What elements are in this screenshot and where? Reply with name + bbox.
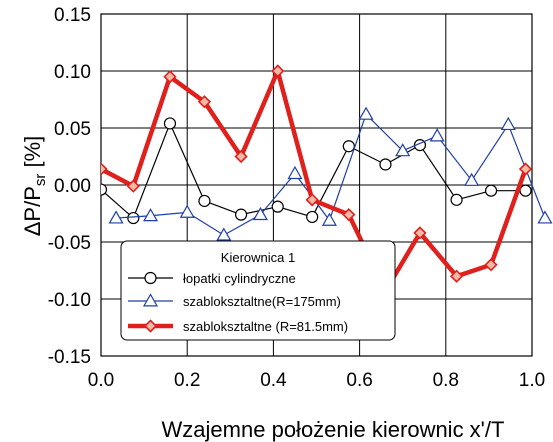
legend: Kierownica 1 łopatki cylindryczne szablok… [120, 240, 396, 341]
y-axis-label: ΔP/Psr [%] [20, 136, 49, 237]
data-point [500, 116, 516, 131]
data-point [429, 128, 445, 142]
legend-label: szabloksztaltne(R=175mm) [183, 294, 341, 309]
y-axis-label-group: ΔP/Psr [%] [20, 136, 49, 237]
data-point [395, 143, 411, 157]
data-point [126, 179, 140, 193]
series-2 [108, 106, 553, 241]
x-tick-label: 0.6 [346, 370, 372, 391]
data-point [271, 200, 284, 213]
data-point [450, 193, 463, 206]
y-tick-label: 0.15 [54, 5, 91, 26]
data-point [537, 210, 553, 224]
data-point [108, 210, 124, 224]
legend-box [120, 240, 396, 341]
x-tick-label: 0.4 [260, 370, 287, 391]
y-axis-label-unit: [%] [20, 136, 45, 174]
data-point [413, 226, 427, 240]
data-point [163, 117, 177, 130]
data-point [179, 204, 195, 218]
data-point [519, 184, 532, 197]
data-point [271, 64, 285, 78]
x-axis-label: Wzajemne położenie kierownic x'/T [162, 417, 505, 442]
x-tick-label: 0.2 [174, 370, 200, 391]
data-point [101, 162, 108, 176]
x-tick-labels: 0.0 0.2 0.4 0.6 0.8 1.0 [88, 370, 545, 391]
series-layer [101, 64, 553, 298]
data-point [379, 158, 392, 171]
y-tick-label: -0.10 [48, 290, 91, 311]
data-point [197, 95, 212, 109]
legend-marker [143, 319, 158, 333]
y-axis-label-main: ΔP/P [20, 186, 45, 236]
data-point [342, 208, 356, 222]
data-point [101, 183, 108, 196]
data-point [287, 165, 303, 180]
data-point [163, 70, 177, 84]
data-point [305, 193, 319, 207]
legend-marker [142, 293, 159, 307]
data-point [484, 184, 498, 197]
data-point [252, 206, 269, 221]
legend-entries: łopatki cylindryczne szabloksztaltne(R=17… [128, 271, 348, 334]
data-point [464, 172, 480, 186]
y-tick-label: 0.05 [54, 119, 91, 140]
data-point [306, 210, 319, 224]
y-tick-label: 0.10 [54, 62, 91, 83]
data-point [127, 211, 140, 225]
data-point [358, 106, 374, 120]
data-point [321, 212, 337, 226]
y-tick-labels: 0.15 0.10 0.05 0.00 -0.05 -0.10 -0.15 [48, 5, 91, 368]
y-axis-label-subscript: sr [32, 174, 49, 187]
x-tick-label: 0.0 [88, 370, 114, 391]
y-tick-label: -0.05 [48, 233, 91, 254]
data-point [484, 258, 498, 272]
series-1 [101, 117, 532, 225]
legend-title: Kierownica 1 [221, 250, 295, 265]
y-tick-label: 0.00 [54, 176, 91, 197]
x-tick-label: 1.0 [519, 370, 545, 391]
data-point [234, 208, 248, 221]
y-tick-label: -0.15 [48, 347, 91, 368]
data-point [216, 227, 232, 241]
series-3 [101, 64, 533, 298]
data-point [518, 162, 533, 176]
legend-label: szabloksztaltne (R=81.5mm) [183, 319, 348, 334]
x-tick-label: 0.8 [433, 370, 459, 391]
data-point [342, 140, 355, 153]
legend-marker [144, 271, 157, 285]
legend-label: łopatki cylindryczne [183, 271, 296, 286]
data-point [234, 149, 248, 164]
data-point [143, 208, 159, 222]
data-point [449, 269, 464, 283]
data-point [198, 194, 211, 208]
